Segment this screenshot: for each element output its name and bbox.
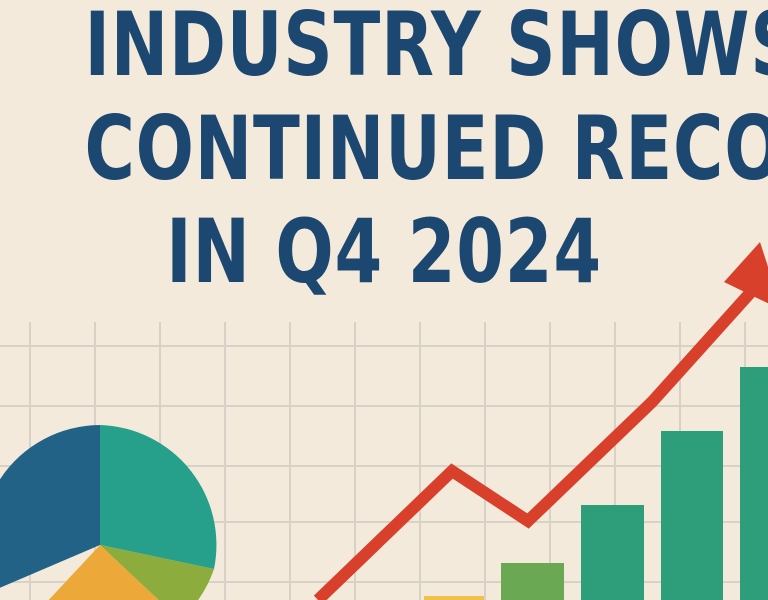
pie-chart-icon: [0, 425, 217, 600]
trend-arrow-icon: [313, 242, 768, 600]
pie-slice-yellow: [48, 545, 159, 600]
pie-slice-green: [100, 545, 214, 600]
bar-2: [501, 563, 564, 600]
headline-line-1: INDUSTRY SHOWS: [84, 0, 768, 96]
bar-3: [581, 505, 644, 600]
bar-5: [740, 367, 768, 600]
arrow-head: [724, 242, 768, 304]
bar-1: [424, 596, 484, 600]
headline-line-2: CONTINUED RECOVERY: [84, 97, 768, 200]
trend-line: [313, 277, 765, 600]
pie-slice-blue: [0, 425, 100, 588]
pie-slice-teal: [100, 425, 217, 569]
bar-chart-icon: [424, 367, 768, 600]
headline-line-3: IN Q4 2024: [166, 200, 602, 303]
bar-4: [661, 431, 723, 600]
